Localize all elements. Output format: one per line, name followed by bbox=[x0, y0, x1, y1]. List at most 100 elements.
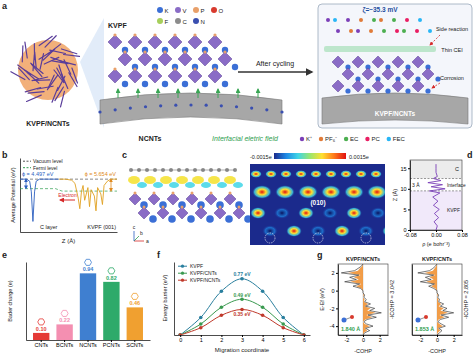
bar bbox=[127, 307, 143, 340]
atom bbox=[229, 192, 232, 195]
text-label: KVPF/NCNTs bbox=[26, 120, 70, 127]
atom bbox=[197, 201, 205, 209]
tick: 2 bbox=[453, 335, 456, 343]
text-label: After cycling bbox=[256, 60, 294, 68]
nanotube bbox=[49, 75, 58, 88]
polyhedron bbox=[422, 68, 434, 80]
legend-label: PC bbox=[371, 136, 380, 142]
atom bbox=[182, 81, 188, 87]
density-blob bbox=[310, 225, 326, 237]
isosurface bbox=[192, 176, 204, 184]
electrolyte-molecule bbox=[379, 18, 383, 22]
legend-swatch bbox=[157, 18, 163, 24]
tick-label: 4 bbox=[262, 337, 265, 343]
legend-label: KVPF bbox=[190, 263, 203, 269]
tick-label: 6 bbox=[303, 337, 306, 343]
tick: CNTs bbox=[34, 340, 48, 348]
nanotube bbox=[62, 49, 77, 54]
zoom-cone bbox=[80, 18, 104, 128]
structure-icon bbox=[85, 259, 92, 265]
series-line bbox=[20, 179, 59, 221]
plot-marks bbox=[341, 264, 381, 335]
isosurface bbox=[185, 182, 195, 188]
polyhedron bbox=[332, 80, 344, 92]
atom bbox=[238, 206, 241, 209]
isosurface bbox=[217, 182, 227, 188]
y-axis bbox=[20, 159, 21, 233]
marker bbox=[240, 297, 244, 301]
marker bbox=[261, 313, 265, 317]
electrolyte-molecule bbox=[395, 29, 399, 33]
polyhedron bbox=[402, 68, 414, 80]
legend-label: KVPF/NCNTs bbox=[190, 277, 221, 283]
annotation: -ICOHP = 2.805 bbox=[463, 280, 469, 319]
plot-marks bbox=[428, 164, 445, 230]
panel-f: 0123456KVPFKVPF/CNTsKVPF/NCNTs0.77 eV0.4… bbox=[162, 263, 311, 354]
atom bbox=[149, 215, 157, 223]
y-axis: -4-202 bbox=[330, 265, 339, 336]
density-blob bbox=[310, 170, 322, 178]
tick-label: 2 bbox=[453, 337, 456, 343]
ion-site bbox=[313, 233, 323, 243]
annotation: 0.49 eV bbox=[233, 292, 251, 298]
axis-letter: a bbox=[146, 238, 149, 244]
tick: 0 bbox=[179, 335, 182, 343]
series-area bbox=[348, 264, 376, 335]
tick-label: 5 bbox=[403, 207, 406, 213]
tick-label: 0.00 bbox=[431, 232, 442, 238]
legend-label: K⁺ bbox=[306, 136, 312, 142]
text-label: NCNTs bbox=[139, 135, 162, 142]
marker bbox=[178, 333, 182, 335]
density-blob bbox=[250, 207, 266, 219]
legend-swatch bbox=[365, 137, 369, 141]
legend-label: O bbox=[219, 8, 224, 14]
axis-title: Average Potential (eV) bbox=[10, 167, 16, 222]
atom bbox=[162, 206, 165, 209]
atom bbox=[182, 47, 188, 53]
axis-line bbox=[413, 335, 463, 336]
tick-label: 0 bbox=[362, 337, 365, 343]
atom bbox=[162, 81, 168, 87]
polyhedron bbox=[138, 52, 152, 66]
polyhedron bbox=[224, 193, 236, 205]
atom bbox=[159, 201, 167, 209]
atom bbox=[183, 50, 186, 53]
polyhedron bbox=[412, 80, 424, 92]
marker bbox=[281, 316, 285, 320]
tick-label: -2 bbox=[330, 306, 335, 312]
tick: NCNTs bbox=[79, 340, 97, 348]
isosurface bbox=[144, 176, 156, 184]
density-blob bbox=[340, 170, 352, 178]
nanotube bbox=[18, 68, 29, 80]
density-blob bbox=[321, 185, 341, 199]
legend-label: F bbox=[165, 19, 169, 25]
field-arrow bbox=[178, 89, 179, 98]
plot-marks bbox=[418, 264, 454, 335]
atom bbox=[191, 192, 194, 195]
polyhedron bbox=[208, 69, 222, 83]
tick-label: BCNTs bbox=[56, 342, 73, 348]
colorbar-label: 0.0015e bbox=[349, 154, 369, 160]
particle bbox=[18, 40, 78, 100]
work-function-arrow bbox=[26, 179, 27, 189]
tick: 2 bbox=[331, 270, 338, 276]
marker bbox=[302, 333, 306, 335]
isosurface bbox=[201, 182, 211, 188]
atom bbox=[405, 88, 410, 93]
panel-label: b bbox=[2, 150, 8, 160]
axis-line bbox=[411, 230, 463, 231]
plot-marks bbox=[20, 179, 117, 221]
atom bbox=[153, 67, 156, 70]
atom bbox=[133, 33, 136, 36]
tick: 1 bbox=[200, 335, 203, 343]
polyhedron bbox=[412, 56, 424, 68]
atom bbox=[213, 33, 216, 36]
marker bbox=[199, 316, 203, 320]
panel-label: f bbox=[157, 250, 161, 260]
polyhedron bbox=[352, 80, 364, 92]
electrolyte-molecule bbox=[382, 29, 386, 33]
atom bbox=[132, 64, 138, 70]
atom bbox=[142, 47, 148, 53]
electrolyte-molecule bbox=[356, 29, 360, 33]
polyhedron bbox=[168, 35, 182, 49]
